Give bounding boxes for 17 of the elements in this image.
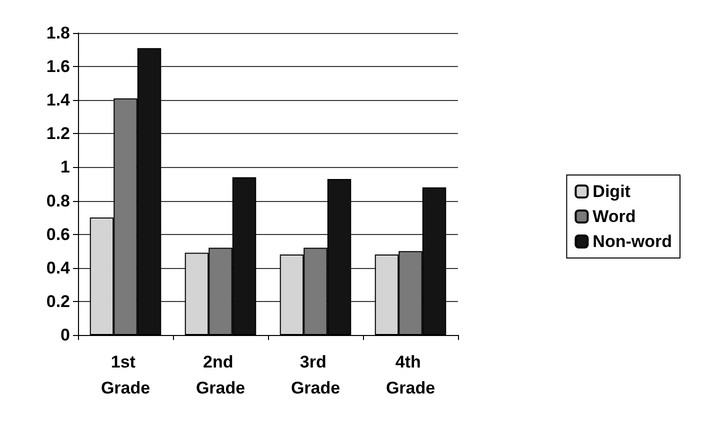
y-tick-label: 1.6 [46,57,70,76]
legend-label: Digit [592,182,631,201]
y-tick-label: 1 [60,158,70,177]
y-tick-label: 0.8 [46,191,70,210]
y-tick-label: 1.2 [46,124,70,144]
y-tick-label: 0 [60,326,70,344]
x-tick-label: 2nd Grade [196,352,246,398]
y-tick-label: 0.6 [46,224,70,244]
y-tick-label: 1.4 [46,90,71,110]
legend-label: Non-word [592,232,672,251]
y-tick-label: 0.2 [46,292,70,311]
x-tick-label: 4th Grade [386,352,436,398]
legend-label: Word [592,207,636,226]
x-tick-label: 1st Grade [100,352,150,398]
y-tick-label: 1.8 [46,24,70,42]
x-tick-label: 3rd Grade [290,352,340,398]
y-tick-label: 0.4 [46,258,71,278]
